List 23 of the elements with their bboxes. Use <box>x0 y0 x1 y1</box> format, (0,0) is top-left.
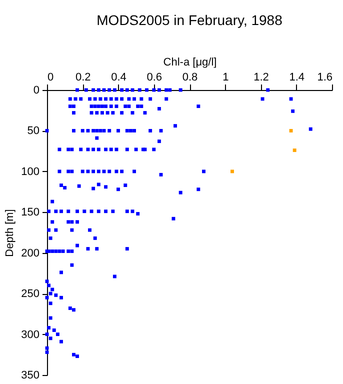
x-tick-label: 0.2 <box>75 72 91 84</box>
y-axis-title: Depth [m] <box>4 209 16 257</box>
y-tick-label: 50 <box>27 125 40 138</box>
y-tick-label: 100 <box>21 166 40 178</box>
x-tick-label: 0.6 <box>146 72 162 84</box>
chart-title: MODS2005 in February, 1988 <box>96 12 283 28</box>
x-tick-label: 0.8 <box>182 72 198 84</box>
point <box>230 170 234 174</box>
y-tick-label: 250 <box>21 288 40 300</box>
x-tick-label: 0.4 <box>111 72 126 84</box>
x-tick-label: 1.2 <box>254 72 269 84</box>
x-tick-label: 1.6 <box>317 72 332 84</box>
point <box>289 128 293 132</box>
y-tick-label: 200 <box>21 247 40 260</box>
y-tick-label: 0 <box>33 84 40 96</box>
x-tick-label: 1 <box>222 72 229 84</box>
point <box>292 148 296 152</box>
x-tick-label: 0 <box>48 72 54 84</box>
y-tick-label: 350 <box>21 370 40 382</box>
y-tick-label: 150 <box>21 206 40 219</box>
x-tick-label: 1.4 <box>289 72 305 84</box>
x-axis-title: Chl-a [μg/l] <box>163 56 217 68</box>
y-tick-label: 300 <box>21 328 40 341</box>
